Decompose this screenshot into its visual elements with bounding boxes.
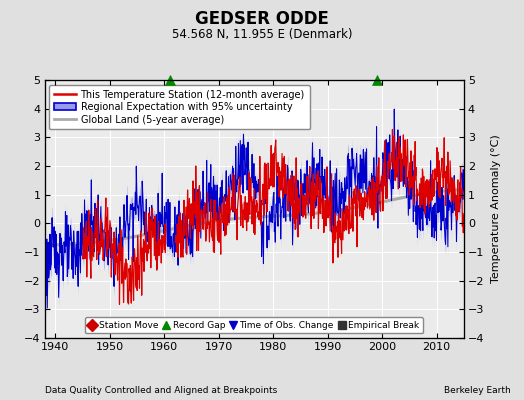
Text: Data Quality Controlled and Aligned at Breakpoints: Data Quality Controlled and Aligned at B…	[45, 386, 277, 395]
Legend: Station Move, Record Gap, Time of Obs. Change, Empirical Break: Station Move, Record Gap, Time of Obs. C…	[85, 317, 423, 334]
Text: Berkeley Earth: Berkeley Earth	[444, 386, 511, 395]
Y-axis label: Temperature Anomaly (°C): Temperature Anomaly (°C)	[492, 135, 501, 283]
Text: GEDSER ODDE: GEDSER ODDE	[195, 10, 329, 28]
Text: 54.568 N, 11.955 E (Denmark): 54.568 N, 11.955 E (Denmark)	[172, 28, 352, 41]
